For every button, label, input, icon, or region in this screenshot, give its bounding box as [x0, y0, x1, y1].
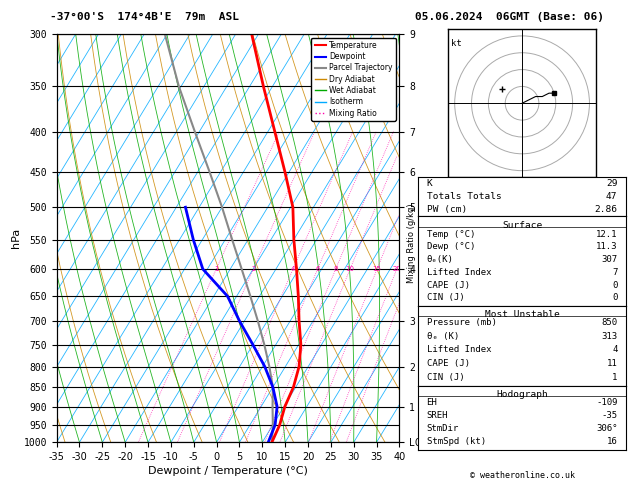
Text: K: K — [426, 179, 432, 189]
Text: 15: 15 — [372, 266, 382, 272]
Text: Surface: Surface — [502, 221, 542, 230]
Text: CAPE (J): CAPE (J) — [426, 359, 470, 368]
Text: -37°00'S  174°4B'E  79m  ASL: -37°00'S 174°4B'E 79m ASL — [50, 12, 239, 22]
Text: 8: 8 — [333, 266, 338, 272]
Text: Most Unstable: Most Unstable — [485, 310, 559, 319]
Text: 16: 16 — [607, 436, 618, 446]
Text: 10: 10 — [345, 266, 355, 272]
Y-axis label: km
ASL: km ASL — [420, 227, 438, 249]
Text: Mixing Ratio (g/kg): Mixing Ratio (g/kg) — [408, 203, 416, 283]
Text: θₑ(K): θₑ(K) — [426, 255, 454, 264]
Text: 11.3: 11.3 — [596, 243, 618, 251]
Text: © weatheronline.co.uk: © weatheronline.co.uk — [470, 471, 574, 480]
Text: 7: 7 — [612, 268, 618, 277]
Text: 4: 4 — [612, 346, 618, 354]
Text: CAPE (J): CAPE (J) — [426, 281, 470, 290]
Text: 12.1: 12.1 — [596, 230, 618, 239]
Text: SREH: SREH — [426, 411, 448, 420]
Text: 0: 0 — [612, 294, 618, 302]
Text: CIN (J): CIN (J) — [426, 294, 464, 302]
Text: 1: 1 — [214, 266, 218, 272]
Text: StmDir: StmDir — [426, 424, 459, 433]
Text: 2: 2 — [251, 266, 255, 272]
Text: 313: 313 — [601, 332, 618, 341]
Text: 4: 4 — [291, 266, 295, 272]
Text: 6: 6 — [315, 266, 320, 272]
Text: 20: 20 — [392, 266, 401, 272]
Text: θₑ (K): θₑ (K) — [426, 332, 459, 341]
Text: 05.06.2024  06GMT (Base: 06): 05.06.2024 06GMT (Base: 06) — [415, 12, 604, 22]
Text: 850: 850 — [601, 318, 618, 327]
Text: -109: -109 — [596, 398, 618, 407]
Text: Lifted Index: Lifted Index — [426, 346, 491, 354]
Text: 0: 0 — [612, 281, 618, 290]
Text: 11: 11 — [607, 359, 618, 368]
Text: 306°: 306° — [596, 424, 618, 433]
Text: Lifted Index: Lifted Index — [426, 268, 491, 277]
Text: Totals Totals: Totals Totals — [426, 192, 501, 201]
Text: PW (cm): PW (cm) — [426, 205, 467, 214]
Text: kt: kt — [452, 39, 462, 48]
Y-axis label: hPa: hPa — [11, 228, 21, 248]
Text: Temp (°C): Temp (°C) — [426, 230, 475, 239]
Legend: Temperature, Dewpoint, Parcel Trajectory, Dry Adiabat, Wet Adiabat, Isotherm, Mi: Temperature, Dewpoint, Parcel Trajectory… — [311, 38, 396, 121]
Text: -35: -35 — [601, 411, 618, 420]
Text: 47: 47 — [606, 192, 618, 201]
Text: 29: 29 — [606, 179, 618, 189]
Text: 2.86: 2.86 — [594, 205, 618, 214]
Text: Hodograph: Hodograph — [496, 390, 548, 399]
Text: StmSpd (kt): StmSpd (kt) — [426, 436, 486, 446]
X-axis label: Dewpoint / Temperature (°C): Dewpoint / Temperature (°C) — [148, 466, 308, 476]
Text: CIN (J): CIN (J) — [426, 373, 464, 382]
Text: Dewp (°C): Dewp (°C) — [426, 243, 475, 251]
Text: 1: 1 — [612, 373, 618, 382]
Text: 307: 307 — [601, 255, 618, 264]
Text: Pressure (mb): Pressure (mb) — [426, 318, 496, 327]
Text: EH: EH — [426, 398, 437, 407]
